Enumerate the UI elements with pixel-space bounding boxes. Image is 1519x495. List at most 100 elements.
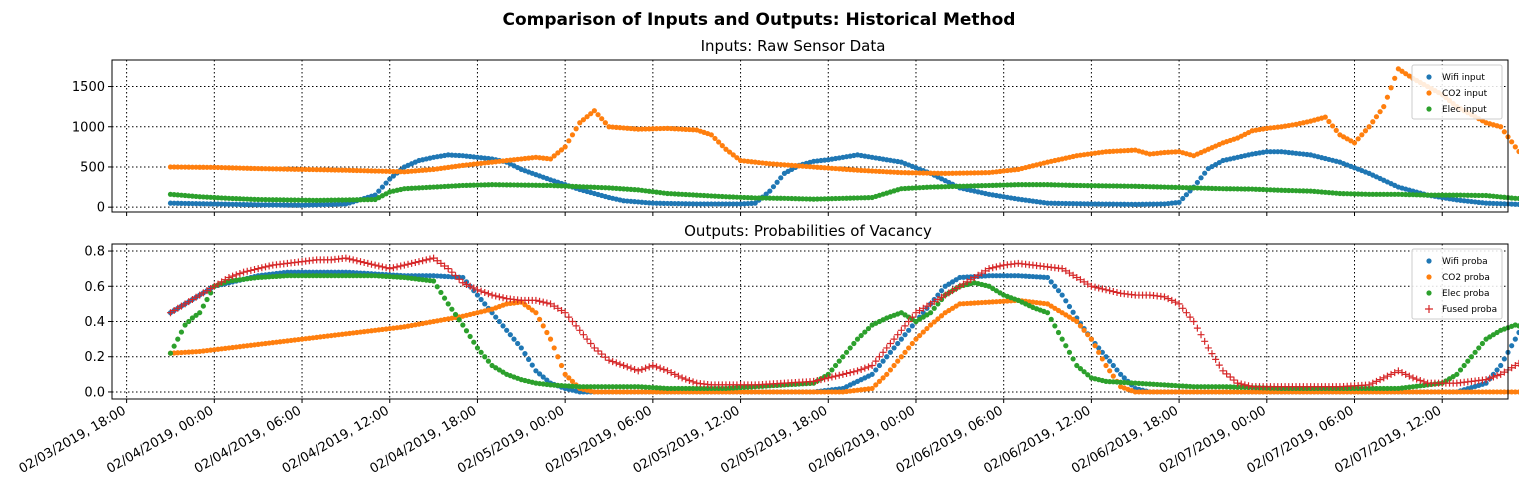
data-point xyxy=(1300,188,1306,194)
data-point xyxy=(730,194,736,200)
inputs-plot-area xyxy=(112,60,1508,212)
data-point xyxy=(438,289,444,296)
data-point xyxy=(478,296,484,303)
data-point xyxy=(588,384,594,390)
data-point xyxy=(350,167,356,173)
data-point xyxy=(1417,389,1423,395)
data-point xyxy=(835,371,843,379)
data-point xyxy=(1110,183,1116,189)
data-point xyxy=(675,385,682,392)
data-point xyxy=(265,262,273,270)
data-point xyxy=(357,167,364,174)
data-point xyxy=(931,184,937,190)
data-point xyxy=(854,367,862,375)
data-point xyxy=(1241,381,1249,389)
data-point xyxy=(621,389,627,395)
data-point xyxy=(1409,374,1417,382)
data-point xyxy=(1058,265,1066,273)
data-point xyxy=(602,185,608,191)
data-point xyxy=(628,384,634,390)
data-point xyxy=(595,389,601,395)
data-point xyxy=(1377,191,1383,197)
data-point xyxy=(1498,362,1504,369)
data-point xyxy=(244,196,250,202)
data-point xyxy=(606,384,612,390)
data-point xyxy=(1198,389,1204,395)
data-point xyxy=(577,384,583,390)
legend-marker xyxy=(1426,106,1432,112)
data-point xyxy=(1402,370,1410,378)
data-point xyxy=(734,201,740,207)
data-point xyxy=(349,256,357,264)
y-tick-label: 0.2 xyxy=(84,350,105,365)
data-point xyxy=(631,365,639,373)
data-point xyxy=(661,200,667,206)
data-point xyxy=(1425,192,1431,198)
data-point xyxy=(1271,389,1277,395)
data-point xyxy=(993,273,999,279)
data-point xyxy=(1234,379,1242,387)
data-point xyxy=(1092,201,1098,207)
data-point xyxy=(522,302,528,308)
data-point xyxy=(328,167,334,173)
data-point xyxy=(577,184,583,190)
data-point xyxy=(270,202,276,208)
data-point xyxy=(1416,377,1424,385)
data-point xyxy=(1077,201,1084,207)
data-point xyxy=(1063,343,1069,349)
data-point xyxy=(1377,109,1383,115)
data-point xyxy=(620,362,628,370)
data-point xyxy=(1128,183,1135,189)
data-point xyxy=(533,182,539,188)
data-point xyxy=(167,350,174,356)
data-point xyxy=(463,328,470,334)
data-point xyxy=(642,389,649,395)
data-point xyxy=(474,182,481,188)
data-point xyxy=(579,331,587,339)
data-point xyxy=(591,389,597,395)
data-point xyxy=(365,273,371,279)
data-point xyxy=(167,200,174,206)
legend-marker xyxy=(1426,290,1432,296)
data-point xyxy=(251,165,258,172)
data-point xyxy=(1121,183,1127,189)
data-point xyxy=(1098,285,1106,293)
data-point xyxy=(303,197,309,203)
data-point xyxy=(624,384,630,390)
data-point xyxy=(646,126,652,132)
data-point xyxy=(854,195,861,201)
data-point xyxy=(697,385,703,392)
data-point xyxy=(1260,186,1266,193)
data-point xyxy=(949,183,956,190)
data-point xyxy=(825,389,831,395)
data-point xyxy=(288,197,294,203)
data-point xyxy=(701,385,707,392)
data-point xyxy=(522,182,528,188)
data-point xyxy=(624,389,630,395)
data-point xyxy=(368,273,375,279)
data-point xyxy=(1132,389,1138,395)
data-point xyxy=(1498,201,1504,207)
data-point xyxy=(1198,175,1204,181)
data-point xyxy=(1216,389,1222,395)
data-point xyxy=(470,284,478,292)
data-point xyxy=(1509,201,1515,207)
data-point xyxy=(310,273,316,279)
data-point xyxy=(1381,104,1387,110)
data-point xyxy=(727,149,733,155)
data-point xyxy=(1384,385,1391,392)
data-point xyxy=(1048,182,1054,188)
data-point xyxy=(1476,192,1482,199)
data-point xyxy=(1461,362,1467,369)
data-point xyxy=(1501,129,1507,135)
data-point xyxy=(857,365,865,373)
data-point xyxy=(712,201,718,207)
data-point xyxy=(1224,384,1230,390)
data-point xyxy=(851,340,857,347)
data-point xyxy=(248,202,254,208)
data-point xyxy=(477,287,485,295)
data-point xyxy=(387,176,393,182)
data-point xyxy=(990,273,996,279)
data-point xyxy=(1413,375,1421,383)
